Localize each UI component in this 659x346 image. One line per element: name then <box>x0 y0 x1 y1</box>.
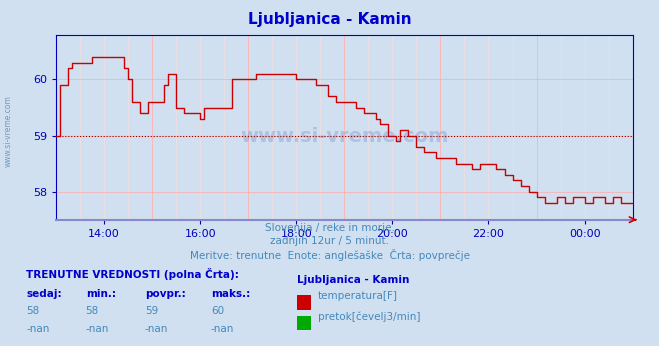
Text: pretok[čevelj3/min]: pretok[čevelj3/min] <box>318 311 420 322</box>
Text: -nan: -nan <box>211 324 234 334</box>
Text: maks.:: maks.: <box>211 289 250 299</box>
Text: Slovenija / reke in morje.: Slovenija / reke in morje. <box>264 223 395 233</box>
Text: zadnjih 12ur / 5 minut.: zadnjih 12ur / 5 minut. <box>270 236 389 246</box>
Text: sedaj:: sedaj: <box>26 289 62 299</box>
Text: -nan: -nan <box>86 324 109 334</box>
Text: -nan: -nan <box>26 324 49 334</box>
Text: 60: 60 <box>211 306 224 316</box>
Text: www.si-vreme.com: www.si-vreme.com <box>3 95 13 167</box>
Text: Meritve: trenutne  Enote: anglešaške  Črta: povprečje: Meritve: trenutne Enote: anglešaške Črta… <box>190 249 469 261</box>
Text: www.si-vreme.com: www.si-vreme.com <box>240 127 449 146</box>
Text: Ljubljanica - Kamin: Ljubljanica - Kamin <box>297 275 409 285</box>
Text: 58: 58 <box>26 306 40 316</box>
Text: temperatura[F]: temperatura[F] <box>318 291 397 301</box>
Text: Ljubljanica - Kamin: Ljubljanica - Kamin <box>248 12 411 27</box>
Text: povpr.:: povpr.: <box>145 289 186 299</box>
Text: 59: 59 <box>145 306 158 316</box>
Text: min.:: min.: <box>86 289 116 299</box>
Text: 58: 58 <box>86 306 99 316</box>
Text: -nan: -nan <box>145 324 168 334</box>
Text: TRENUTNE VREDNOSTI (polna Črta):: TRENUTNE VREDNOSTI (polna Črta): <box>26 268 239 280</box>
